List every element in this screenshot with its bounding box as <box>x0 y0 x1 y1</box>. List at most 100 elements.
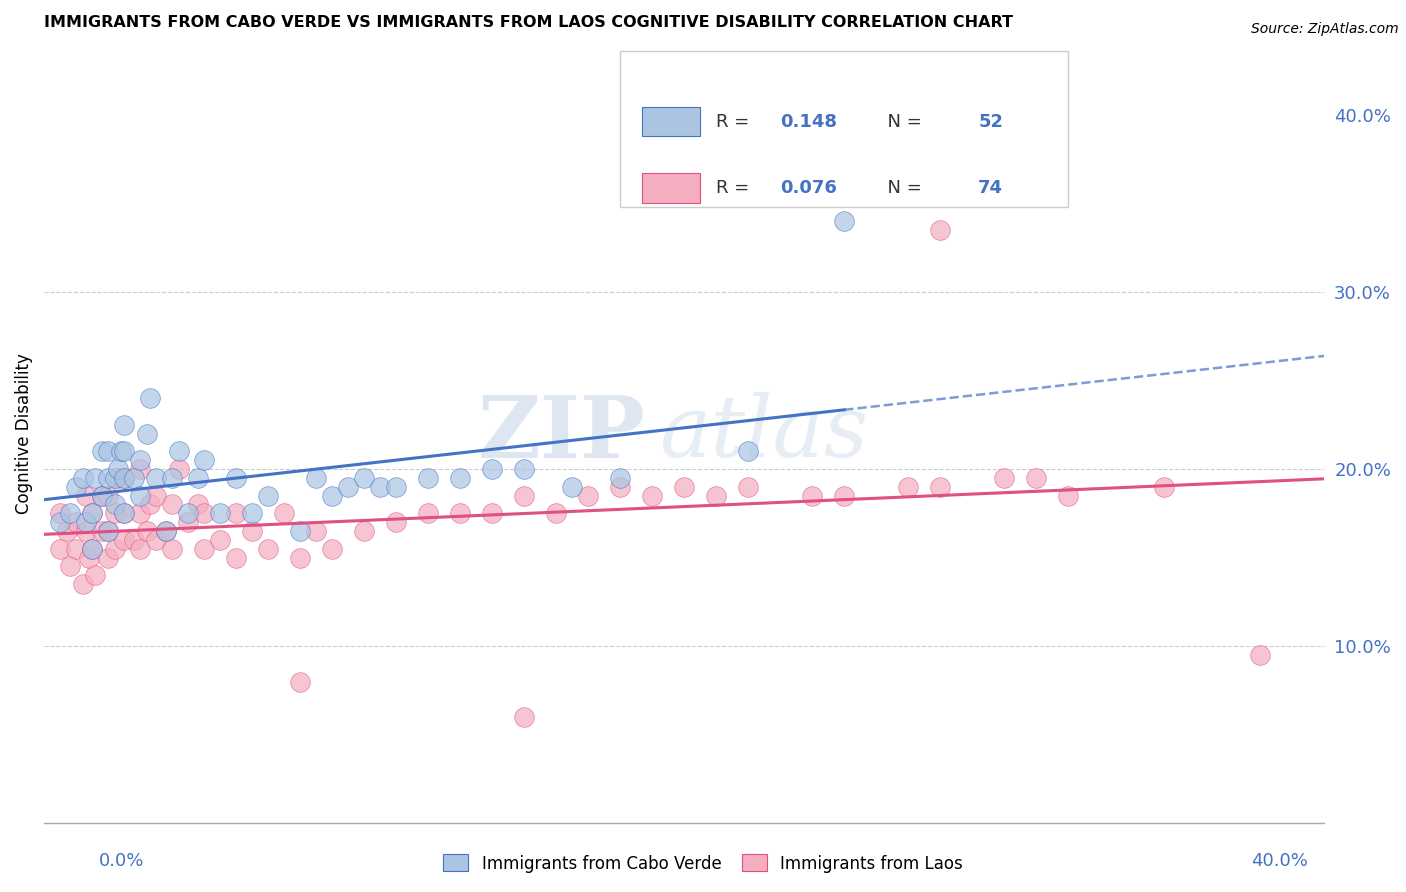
Point <box>110 444 132 458</box>
Point <box>288 524 311 538</box>
Point <box>305 471 328 485</box>
Point <box>209 506 232 520</box>
Point <box>353 524 375 538</box>
Text: 74: 74 <box>979 179 1004 197</box>
Bar <box>643 173 700 202</box>
Point <box>103 471 125 485</box>
Point <box>107 462 129 476</box>
Point <box>97 524 120 538</box>
Point <box>1153 480 1175 494</box>
Point <box>72 577 94 591</box>
Point <box>305 524 328 538</box>
Text: ZIP: ZIP <box>478 392 645 475</box>
Point <box>84 568 107 582</box>
Text: R =: R = <box>716 179 755 197</box>
Text: IMMIGRANTS FROM CABO VERDE VS IMMIGRANTS FROM LAOS COGNITIVE DISABILITY CORRELAT: IMMIGRANTS FROM CABO VERDE VS IMMIGRANTS… <box>44 15 1014 30</box>
Point <box>112 506 135 520</box>
Point <box>481 506 503 520</box>
Point <box>929 480 952 494</box>
Point <box>321 541 343 556</box>
Point <box>112 417 135 432</box>
Point <box>97 550 120 565</box>
Point <box>103 498 125 512</box>
Point <box>112 471 135 485</box>
Point <box>112 471 135 485</box>
Point <box>167 444 190 458</box>
Point <box>737 444 759 458</box>
Point <box>135 524 157 538</box>
Point <box>225 506 247 520</box>
Point <box>90 489 112 503</box>
Point <box>337 480 360 494</box>
Point <box>1025 471 1047 485</box>
Point <box>82 541 104 556</box>
Point <box>82 506 104 520</box>
Point <box>49 541 72 556</box>
Text: N =: N = <box>876 179 928 197</box>
Point <box>65 515 87 529</box>
Point <box>84 471 107 485</box>
Point <box>513 489 536 503</box>
Point <box>193 453 215 467</box>
Point <box>65 541 87 556</box>
Point <box>75 524 97 538</box>
Point <box>673 480 696 494</box>
Point <box>513 710 536 724</box>
Point <box>90 489 112 503</box>
Point <box>160 541 183 556</box>
Point <box>288 674 311 689</box>
Point <box>561 480 583 494</box>
Point <box>418 506 440 520</box>
Point <box>160 498 183 512</box>
Point <box>167 462 190 476</box>
Point <box>97 524 120 538</box>
Point <box>641 489 664 503</box>
Point <box>546 506 568 520</box>
Point <box>353 471 375 485</box>
Text: R =: R = <box>716 112 755 130</box>
Point <box>225 471 247 485</box>
Point <box>160 471 183 485</box>
Text: Source: ZipAtlas.com: Source: ZipAtlas.com <box>1251 22 1399 37</box>
Text: 0.0%: 0.0% <box>98 852 143 870</box>
Point <box>321 489 343 503</box>
Point <box>112 533 135 547</box>
Point <box>129 506 152 520</box>
Point <box>97 444 120 458</box>
Point <box>129 453 152 467</box>
Point <box>112 444 135 458</box>
Point <box>1057 489 1080 503</box>
Point <box>65 480 87 494</box>
Point <box>49 515 72 529</box>
Point <box>122 533 145 547</box>
Legend: Immigrants from Cabo Verde, Immigrants from Laos: Immigrants from Cabo Verde, Immigrants f… <box>437 847 969 880</box>
Point <box>385 515 408 529</box>
Point <box>187 471 209 485</box>
Point <box>257 541 280 556</box>
Point <box>103 541 125 556</box>
Point <box>257 489 280 503</box>
Point <box>273 506 295 520</box>
Point <box>481 462 503 476</box>
Point <box>449 506 471 520</box>
Text: atlas: atlas <box>658 392 868 475</box>
Point <box>609 471 631 485</box>
Point <box>177 506 200 520</box>
Point <box>107 471 129 485</box>
Point <box>993 471 1015 485</box>
Point <box>77 550 100 565</box>
Point <box>929 223 952 237</box>
Point <box>240 506 263 520</box>
Point <box>145 533 167 547</box>
Point <box>737 480 759 494</box>
Point <box>135 426 157 441</box>
Point <box>288 550 311 565</box>
Point <box>129 541 152 556</box>
Point <box>103 506 125 520</box>
Point <box>75 489 97 503</box>
Point <box>704 489 727 503</box>
Point <box>193 506 215 520</box>
Text: 52: 52 <box>979 112 1004 130</box>
Point <box>138 391 160 405</box>
Point <box>112 506 135 520</box>
